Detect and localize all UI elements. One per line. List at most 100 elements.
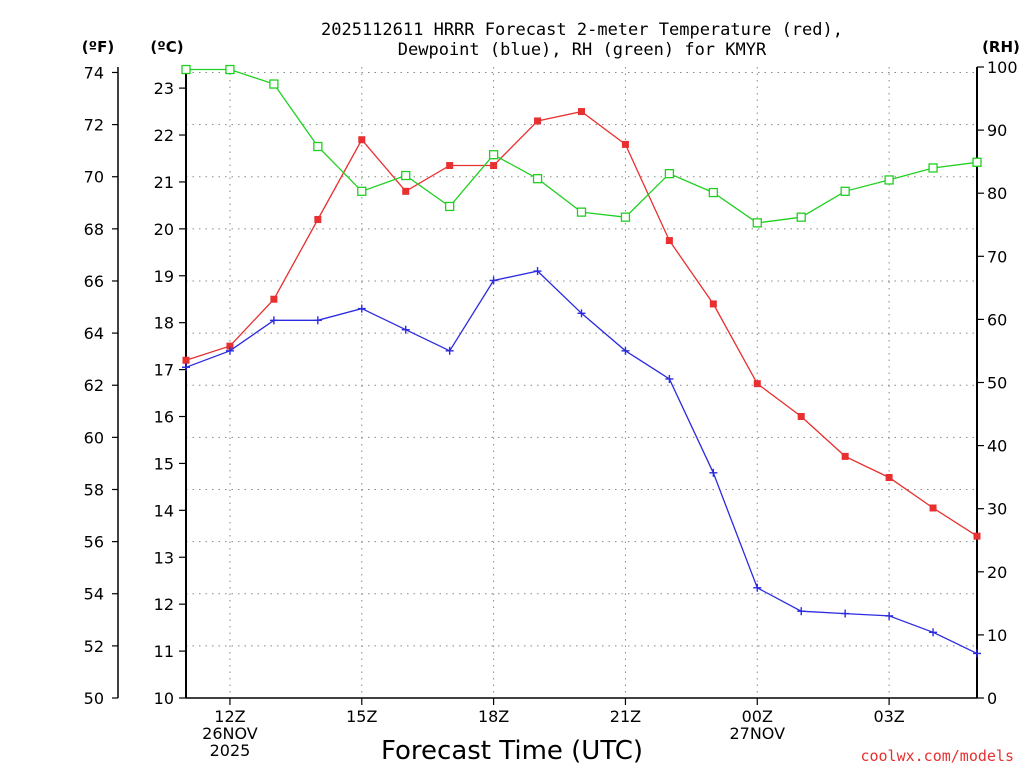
- dewpoint-point: [401, 325, 410, 334]
- series-line-rh: [186, 68, 978, 224]
- temperature-point: [578, 108, 585, 116]
- temperature-point: [753, 380, 761, 388]
- rh-point: [928, 163, 938, 173]
- tick-label-rh: 50: [987, 374, 1007, 393]
- dewpoint-point: [225, 346, 234, 355]
- rh-point: [532, 174, 543, 184]
- rh-point: [620, 212, 631, 222]
- dewpoint-point: [269, 316, 278, 325]
- tick-label-celsius: 14: [154, 501, 174, 520]
- rh-point: [445, 201, 455, 212]
- tick-label-x: 27NOV: [729, 724, 785, 743]
- tick-label-fahrenheit: 60: [84, 428, 104, 447]
- dewpoint-point: [665, 374, 674, 383]
- tick-label-celsius: 18: [154, 314, 174, 333]
- data-series: [181, 64, 982, 658]
- tick-label-rh: 60: [987, 310, 1007, 329]
- chart-title-line1: 2025112611 HRRR Forecast 2-meter Tempera…: [321, 20, 843, 40]
- dewpoint-point: [973, 649, 981, 658]
- tick-label-x: 15Z: [346, 707, 377, 726]
- dewpoint-point: [709, 468, 718, 477]
- tick-label-rh: 40: [987, 437, 1007, 456]
- tick-label-celsius: 10: [154, 689, 174, 708]
- rh-point: [576, 207, 587, 217]
- rh-point: [664, 168, 675, 179]
- dewpoint-point: [841, 609, 850, 618]
- temperature-point: [402, 187, 410, 195]
- dewpoint-point: [577, 309, 586, 318]
- rh-point: [840, 186, 850, 196]
- tick-label-fahrenheit: 72: [84, 116, 104, 135]
- temperature-point: [665, 237, 673, 245]
- tick-label-fahrenheit: 68: [84, 220, 104, 239]
- tick-label-x: 00Z: [742, 707, 773, 726]
- rh-point: [357, 186, 367, 196]
- dewpoint-point: [489, 276, 498, 285]
- dewpoint-point: [182, 363, 190, 372]
- tick-label-fahrenheit: 52: [84, 637, 104, 656]
- rh-point: [796, 212, 806, 222]
- dewpoint-point: [313, 316, 322, 325]
- rh-point: [181, 64, 191, 75]
- temperature-point: [709, 300, 717, 308]
- tick-label-celsius: 19: [154, 267, 174, 286]
- unit-label-celsius: (ºC): [150, 38, 183, 56]
- tick-label-x: 03Z: [873, 707, 904, 726]
- tick-label-celsius: 21: [154, 173, 174, 192]
- temperature-point: [314, 215, 322, 223]
- tick-label-rh: 10: [987, 626, 1007, 645]
- dewpoint-point: [357, 304, 366, 313]
- tick-label-rh: 90: [987, 121, 1007, 140]
- temperature-point: [226, 342, 234, 350]
- tick-label-fahrenheit: 70: [84, 168, 104, 187]
- tick-label-fahrenheit: 54: [84, 585, 104, 604]
- tick-label-x: 21Z: [610, 707, 641, 726]
- temperature-point: [490, 162, 498, 170]
- tick-label-celsius: 22: [154, 126, 174, 145]
- dewpoint-point: [533, 267, 542, 276]
- unit-label-fahrenheit: (ºF): [82, 38, 114, 56]
- series-temperature: [182, 108, 981, 540]
- temperature-point: [885, 474, 893, 482]
- rh-point: [269, 79, 279, 89]
- tick-label-fahrenheit: 66: [84, 272, 104, 291]
- series-rh: [181, 64, 982, 228]
- rh-point: [972, 157, 982, 167]
- dewpoint-point: [797, 607, 806, 616]
- tick-label-rh: 70: [987, 247, 1007, 266]
- tick-label-celsius: 23: [154, 79, 174, 98]
- temperature-point: [358, 136, 366, 144]
- temperature-point: [446, 162, 454, 170]
- tick-label-fahrenheit: 58: [84, 480, 104, 499]
- chart-title-line2: Dewpoint (blue), RH (green) for KMYR: [398, 40, 767, 60]
- rh-point: [884, 175, 894, 185]
- tick-label-celsius: 11: [154, 642, 174, 661]
- rh-point: [313, 141, 323, 152]
- tick-label-fahrenheit: 64: [84, 324, 104, 343]
- temperature-point: [534, 117, 542, 125]
- tick-label-x: 18Z: [478, 707, 509, 726]
- temperature-point: [797, 413, 805, 421]
- tick-label-fahrenheit: 74: [84, 63, 104, 82]
- dewpoint-point: [621, 346, 630, 355]
- temperature-point: [182, 356, 190, 364]
- tick-label-fahrenheit: 50: [84, 689, 104, 708]
- credit-label: coolwx.com/models: [860, 747, 1014, 765]
- tick-label-fahrenheit: 56: [84, 533, 104, 552]
- dewpoint-point: [753, 583, 762, 592]
- tick-label-celsius: 13: [154, 548, 174, 567]
- tick-label-celsius: 16: [154, 408, 174, 427]
- tick-label-rh: 100: [987, 58, 1018, 77]
- series-dewpoint: [182, 267, 981, 658]
- dewpoint-point: [929, 628, 938, 637]
- tick-label-celsius: 20: [154, 220, 174, 239]
- temperature-point: [973, 532, 981, 540]
- temperature-point: [929, 504, 937, 512]
- temperature-point: [841, 452, 849, 460]
- unit-label-rh: (RH): [982, 38, 1020, 56]
- rh-point: [752, 218, 762, 228]
- x-axis-label: Forecast Time (UTC): [381, 736, 643, 766]
- grid-lines: [186, 67, 977, 698]
- tick-label-rh: 30: [987, 500, 1007, 519]
